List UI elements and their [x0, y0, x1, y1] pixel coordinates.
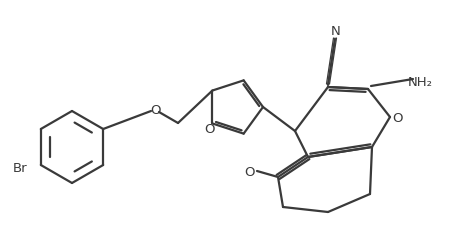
Text: O: O	[245, 165, 255, 178]
Text: O: O	[150, 103, 160, 116]
Text: NH₂: NH₂	[408, 75, 432, 88]
Text: O: O	[204, 123, 215, 135]
Text: Br: Br	[13, 161, 28, 174]
Text: O: O	[393, 112, 403, 125]
Text: N: N	[331, 25, 341, 37]
